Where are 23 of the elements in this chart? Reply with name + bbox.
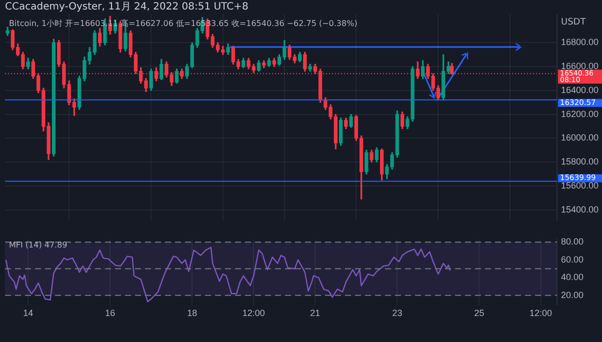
y-tick-label: 15400.00: [561, 204, 599, 214]
y-tick-label: 15800.00: [561, 156, 599, 167]
x-tick-label: 23: [392, 308, 402, 318]
x-tick-label: 12:00: [530, 308, 552, 318]
y-tick-label: 40.00: [561, 272, 584, 282]
y-tick-label: 15600.00: [561, 180, 599, 190]
x-tick-label: 18: [187, 308, 198, 318]
y-tick-label: 20.00: [561, 290, 584, 300]
y-tick-label: 80.00: [561, 236, 584, 247]
x-tick-label: 25: [474, 308, 484, 318]
y-tick-label: 16800.00: [561, 37, 599, 48]
y-tick-label: 16000.00: [561, 132, 599, 143]
chart-title: MFI (14) 47.89: [9, 240, 68, 250]
y-axis-title: USDT: [561, 17, 586, 28]
x-tick-label: 14: [23, 308, 34, 318]
y-tick-label: 16200.00: [561, 108, 599, 119]
y-tick-label: 16600.00: [561, 61, 599, 72]
x-tick-label: 21: [310, 308, 320, 318]
x-tick-label: 12:00: [242, 308, 265, 318]
y-tick-label: 16400.00: [561, 84, 599, 95]
chart-title: CCacademy-Oyster, 11月 24, 2022 08:51 UTC+8: [5, 2, 248, 13]
y-tick-label: 60.00: [561, 254, 584, 264]
x-tick-label: 16: [105, 308, 116, 318]
